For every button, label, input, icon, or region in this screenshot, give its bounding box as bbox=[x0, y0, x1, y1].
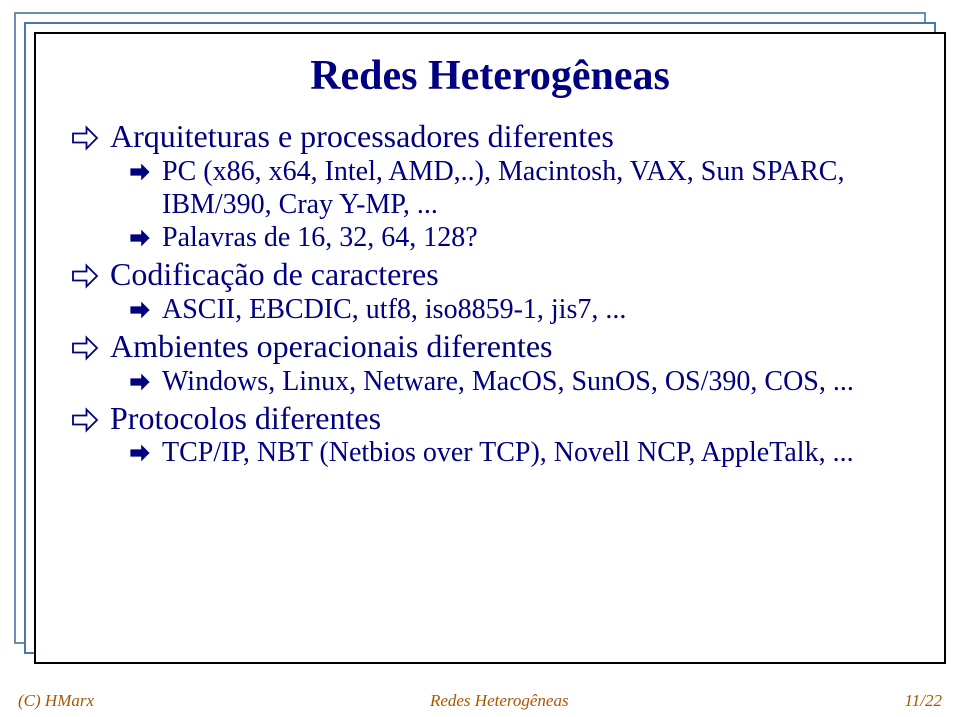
bullet-text: Palavras de 16, 32, 64, 128? bbox=[162, 221, 478, 254]
slide-frame: Redes Heterogêneas Arquiteturas e proces… bbox=[34, 32, 946, 664]
arrow-outline-icon bbox=[70, 333, 100, 363]
slide-footer: (C) HMarx Redes Heterogêneas 11/22 bbox=[0, 691, 960, 711]
bullet-text: ASCII, EBCDIC, utf8, iso8859-1, jis7, ..… bbox=[162, 293, 626, 326]
arrow-outline-icon bbox=[70, 405, 100, 435]
bullet-lvl2: ASCII, EBCDIC, utf8, iso8859-1, jis7, ..… bbox=[128, 293, 910, 326]
bullet-text: TCP/IP, NBT (Netbios over TCP), Novell N… bbox=[162, 436, 854, 469]
bullet-text: PC (x86, x64, Intel, AMD,..), Macintosh,… bbox=[162, 155, 910, 221]
bullet-text: Ambientes operacionais diferentes bbox=[110, 328, 553, 365]
arrow-solid-icon bbox=[128, 370, 152, 394]
footer-left: (C) HMarx bbox=[18, 691, 94, 711]
slide-title: Redes Heterogêneas bbox=[70, 52, 910, 100]
bullet-text: Codificação de caracteres bbox=[110, 256, 439, 293]
bullet-lvl2: TCP/IP, NBT (Netbios over TCP), Novell N… bbox=[128, 436, 910, 469]
footer-right: 11/22 bbox=[905, 691, 942, 711]
arrow-solid-icon bbox=[128, 160, 152, 184]
arrow-solid-icon bbox=[128, 226, 152, 250]
bullet-lvl1: Arquiteturas e processadores diferentes bbox=[70, 118, 910, 155]
arrow-outline-icon bbox=[70, 261, 100, 291]
bullet-text: Protocolos diferentes bbox=[110, 400, 381, 437]
bullet-lvl1: Ambientes operacionais diferentes bbox=[70, 328, 910, 365]
arrow-solid-icon bbox=[128, 298, 152, 322]
bullet-lvl2: Windows, Linux, Netware, MacOS, SunOS, O… bbox=[128, 365, 910, 398]
arrow-solid-icon bbox=[128, 441, 152, 465]
bullet-text: Arquiteturas e processadores diferentes bbox=[110, 118, 614, 155]
bullet-lvl1: Codificação de caracteres bbox=[70, 256, 910, 293]
footer-center: Redes Heterogêneas bbox=[430, 691, 569, 711]
bullet-text: Windows, Linux, Netware, MacOS, SunOS, O… bbox=[162, 365, 854, 398]
arrow-outline-icon bbox=[70, 123, 100, 153]
bullet-lvl2: PC (x86, x64, Intel, AMD,..), Macintosh,… bbox=[128, 155, 910, 221]
bullet-lvl1: Protocolos diferentes bbox=[70, 400, 910, 437]
bullet-lvl2: Palavras de 16, 32, 64, 128? bbox=[128, 221, 910, 254]
